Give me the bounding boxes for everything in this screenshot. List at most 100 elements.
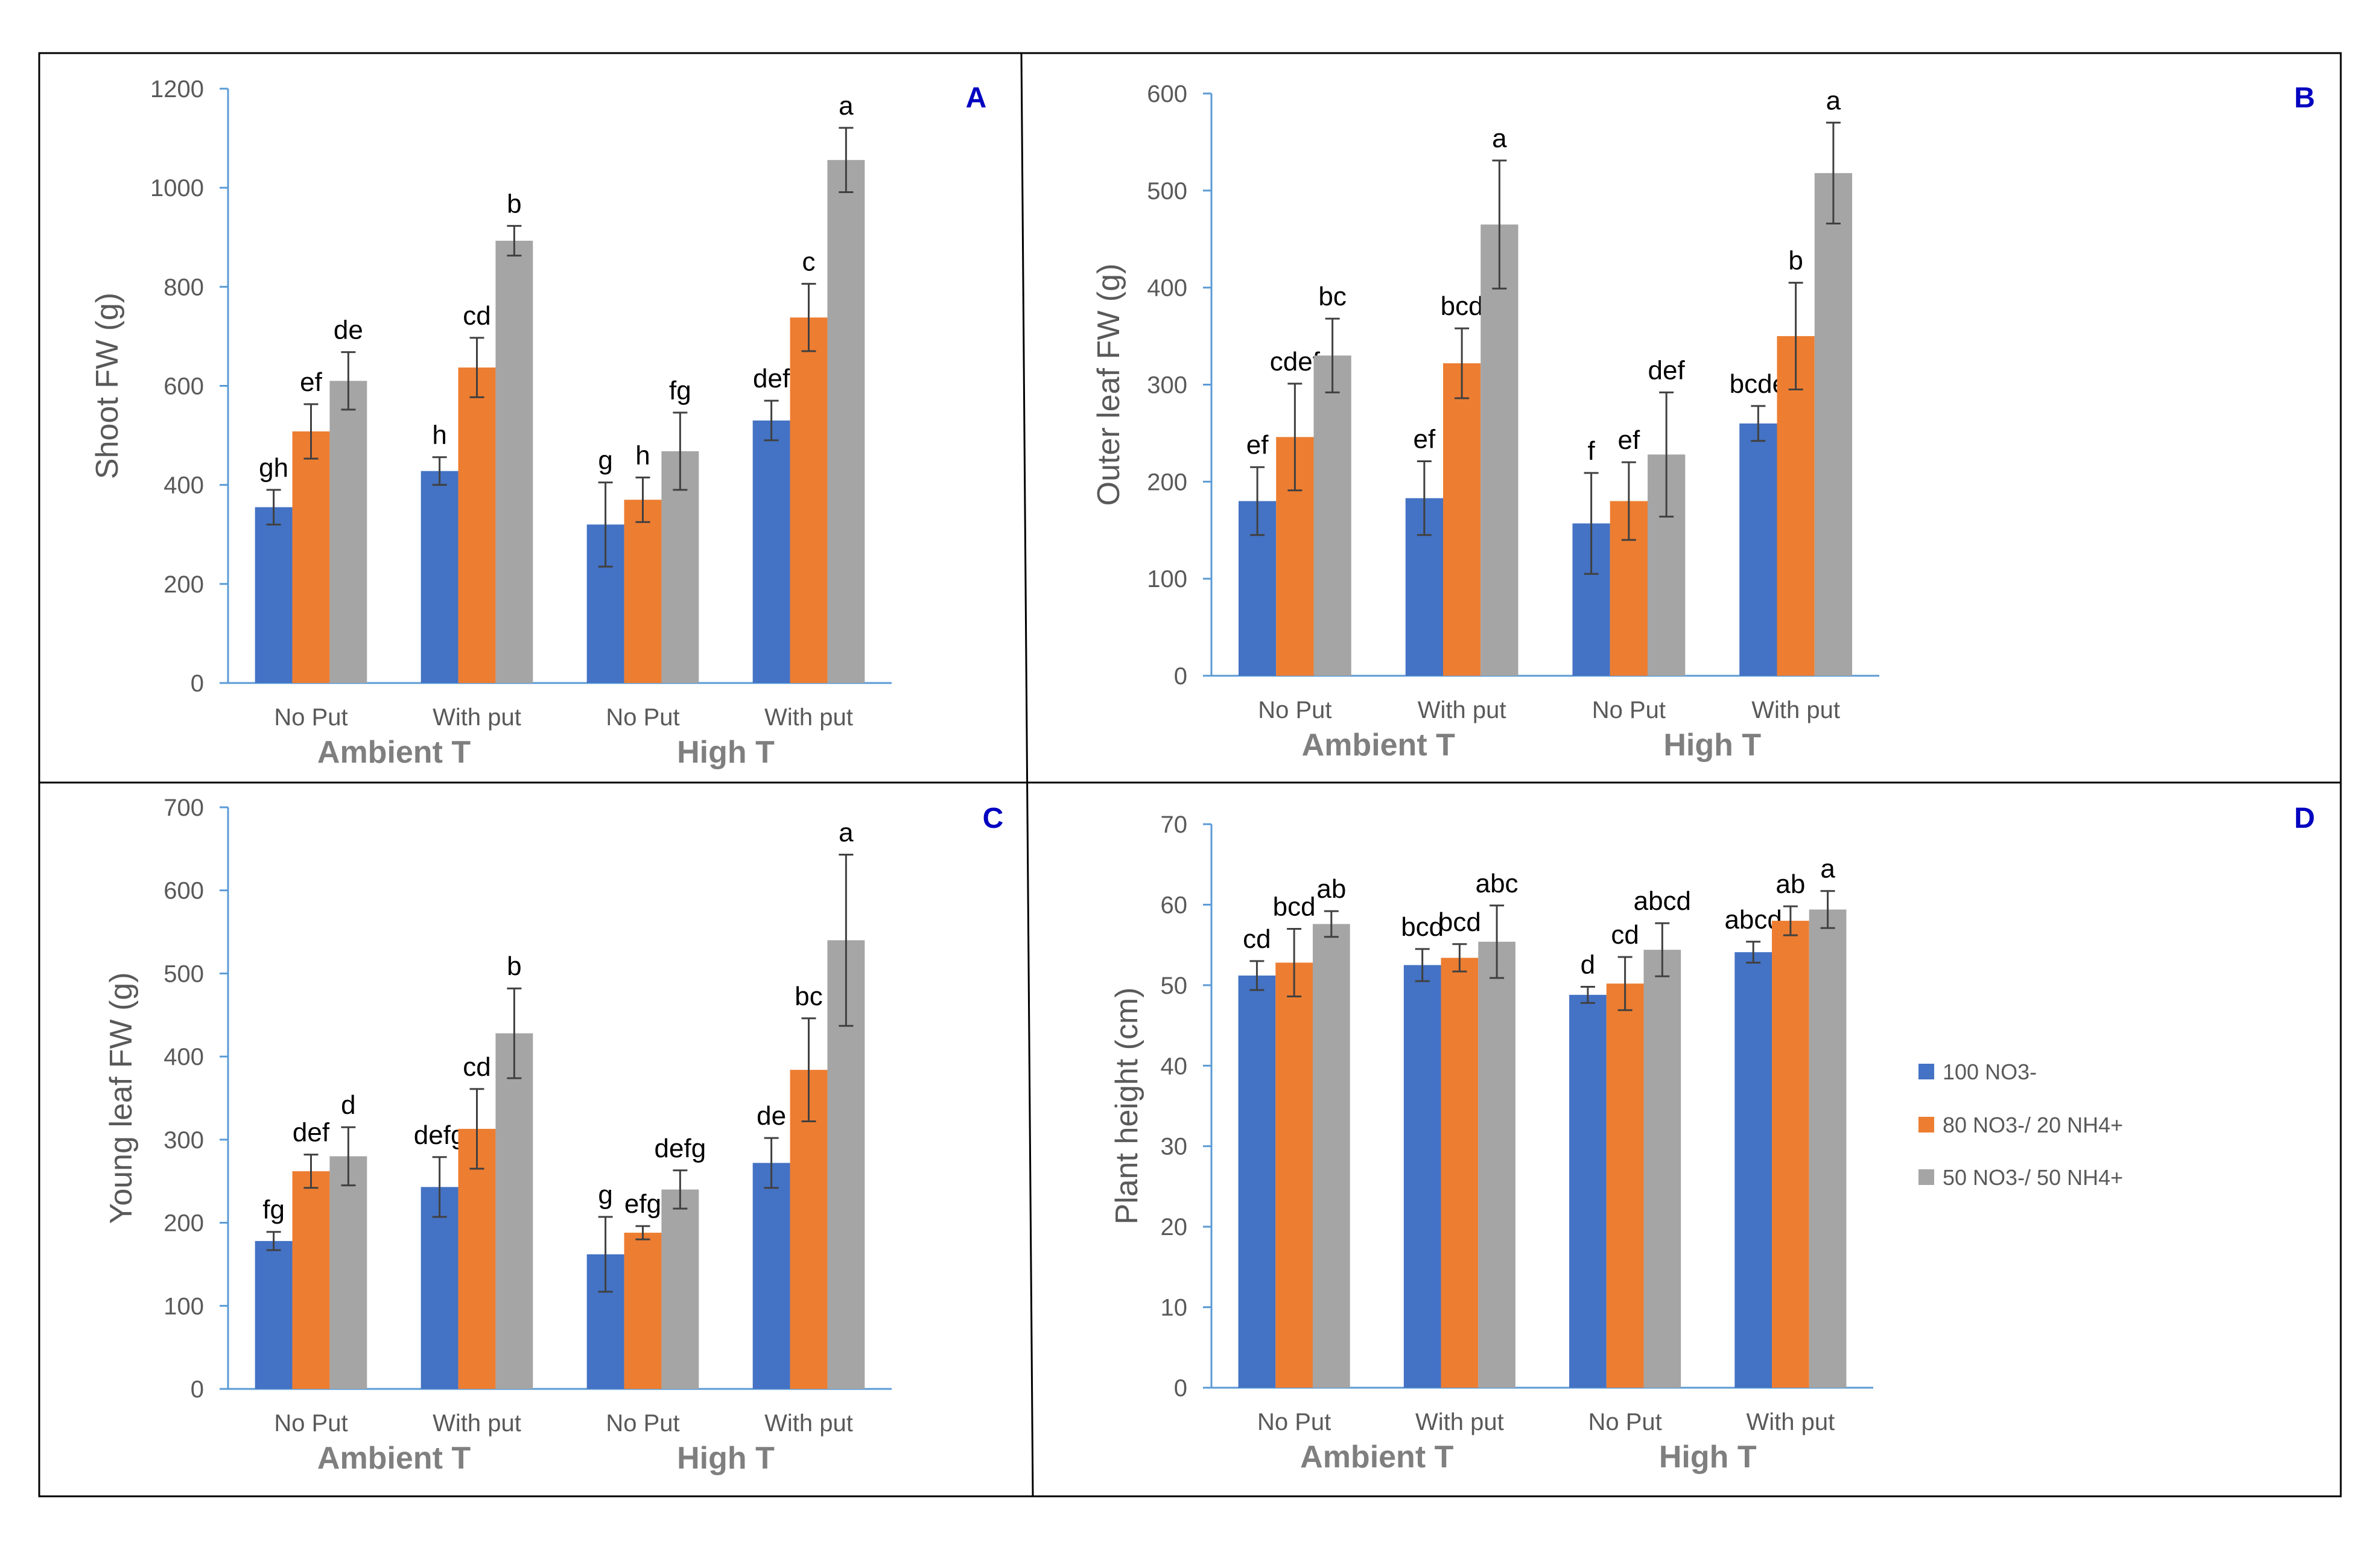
panel-letter: A [966,82,987,114]
significance-letter: cd [463,301,490,331]
significance-letter: a [1826,86,1841,115]
y-tick-label: 600 [1147,81,1187,107]
y-tick-label: 500 [1147,178,1187,205]
bar [1569,994,1607,1388]
y-tick-label: 20 [1161,1214,1188,1240]
x-group-label: High T [677,735,775,770]
x-group-label: Ambient T [1302,728,1455,763]
y-tick-label: 70 [1161,812,1188,838]
bar [1734,952,1772,1388]
bar [1238,975,1276,1388]
bar [624,500,662,683]
bar [1814,173,1853,676]
significance-letter: ab [1316,874,1346,904]
y-tick-label: 1200 [150,76,204,103]
y-tick-label: 60 [1161,892,1188,918]
y-axis-title: Young leaf FW (g) [104,972,139,1224]
significance-letter: gh [259,453,288,483]
x-category-label: With put [764,1410,853,1437]
bar [1478,941,1515,1388]
panel-letter: B [2294,82,2315,114]
y-tick-label: 0 [1174,663,1187,690]
panel-d-plant-height-chart: 0 10 20 30 40 50 60 70 Plant height (cm) No Put Wi… [1109,802,2315,1475]
legend-swatch-100-no3 [1918,1064,1934,1079]
significance-letter: ab [1775,869,1805,899]
significance-letter: de [757,1101,786,1131]
significance-letter: bcd [1273,892,1316,921]
significance-letter: def [1648,355,1686,385]
legend-label-100-no3: 100 NO3- [1943,1059,2037,1084]
y-tick-label: 400 [163,472,204,499]
y-tick-label: 50 [1161,973,1188,999]
x-category-label: With put [764,704,853,731]
significance-letter: b [1788,246,1803,276]
x-group-label: Ambient T [317,735,471,770]
significance-letter: def [293,1118,330,1148]
bar [1441,958,1479,1388]
significance-letter: a [839,91,854,121]
y-tick-label: 30 [1161,1134,1188,1160]
bar [752,1163,790,1389]
significance-letter: ef [1618,425,1640,455]
x-category-label: With put [433,704,521,731]
bar [661,1189,699,1389]
significance-letter: ef [1246,430,1269,460]
bar [1313,355,1351,676]
x-group-label: High T [1663,728,1761,763]
bar [420,1187,459,1389]
x-category-label: No Put [606,1410,679,1437]
panel-letter: D [2294,802,2315,834]
x-category-label: No Put [1588,1409,1661,1435]
x-group-label: Ambient T [317,1441,471,1476]
significance-letter: de [334,316,363,345]
significance-letter: f [1587,436,1595,466]
significance-letter: abcd [1634,886,1691,916]
significance-letter: h [432,421,446,450]
bar [495,240,533,683]
bar [790,1070,828,1389]
x-category-label: With put [1418,697,1506,723]
y-tick-label: 700 [163,795,204,821]
significance-letter: cd [1243,924,1271,954]
bar [1275,962,1313,1388]
y-tick-label: 500 [163,961,204,987]
y-tick-label: 100 [1147,566,1187,592]
significance-letter: fg [262,1195,285,1225]
bar [329,1156,367,1389]
x-category-label: No Put [1258,697,1331,723]
x-category-label: With put [1751,697,1840,723]
x-group-label: High T [677,1441,775,1476]
significance-letter: b [507,189,521,218]
significance-letter: defg [655,1134,706,1163]
significance-letter: defg [414,1120,466,1150]
x-category-label: With put [433,1410,521,1437]
figure-border [38,52,2342,1498]
bar [458,1128,496,1389]
bar [1643,950,1681,1388]
y-tick-label: 400 [1147,275,1187,302]
y-tick-label: 400 [163,1044,204,1070]
legend-swatch-80-no3-20-nh4 [1918,1117,1934,1132]
x-category-label: No Put [274,704,347,731]
bar [255,1240,293,1389]
significance-letter: a [1820,854,1835,884]
y-tick-label: 300 [163,1127,204,1154]
bar [1403,965,1441,1388]
significance-letter: d [341,1090,355,1120]
y-tick-label: 200 [1147,469,1187,495]
significance-letter: bcd [1438,907,1481,937]
bar [790,317,828,683]
significance-letter: bc [795,982,822,1011]
bar [458,367,496,683]
x-category-label: No Put [606,704,679,731]
y-tick-label: 300 [1147,372,1187,399]
x-group-label: Ambient T [1300,1440,1453,1475]
y-tick-label: 0 [191,1376,204,1403]
panel-letter: C [983,802,1004,834]
bar [495,1033,533,1389]
bar [1777,336,1815,676]
y-tick-label: 200 [163,571,204,598]
x-category-label: No Put [274,1410,347,1437]
bar [1442,363,1481,676]
